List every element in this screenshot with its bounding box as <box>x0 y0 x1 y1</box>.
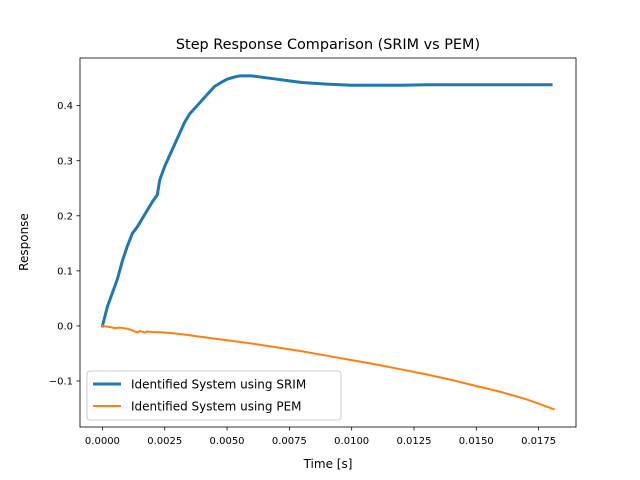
y-tick-label: 0.4 <box>57 101 73 112</box>
x-tick-label: 0.0125 <box>396 436 431 447</box>
x-tick-label: 0.0050 <box>210 436 245 447</box>
x-axis-ticks: 0.0000 0.0025 0.0050 0.0075 0.0100 0.0125 0.01… <box>85 427 556 447</box>
legend-box <box>86 370 342 421</box>
plot-background <box>80 58 576 427</box>
plot-area: 0.0000 0.0025 0.0050 0.0075 0.0100 0.0125 0.01… <box>49 57 577 447</box>
y-tick-label: 0.1 <box>57 266 73 277</box>
y-axis-label: Response <box>17 213 31 271</box>
y-tick-label: −0.1 <box>49 377 73 388</box>
x-tick-label: 0.0175 <box>521 436 556 447</box>
x-tick-label: 0.0100 <box>334 436 369 447</box>
legend: Identified System using SRIM Identified … <box>86 370 342 421</box>
y-tick-label: 0.2 <box>57 211 73 222</box>
y-axis-ticks: −0.1 0.0 0.1 0.2 0.3 0.4 <box>49 101 80 388</box>
x-tick-label: 0.0075 <box>272 436 307 447</box>
series-layer <box>100 74 555 411</box>
plot-frame <box>79 57 577 428</box>
chart-title: Step Response Comparison (SRIM vs PEM) <box>176 37 480 53</box>
y-tick-label: 0.3 <box>57 156 73 167</box>
series-line-pem <box>101 324 555 411</box>
y-tick-label: 0.0 <box>57 322 73 333</box>
series-line-srim <box>100 74 553 328</box>
x-tick-label: 0.0150 <box>459 436 494 447</box>
x-tick-label: 0.0025 <box>147 436 182 447</box>
legend-label-srim: Identified System using SRIM <box>131 378 306 392</box>
x-tick-label: 0.0000 <box>85 436 120 447</box>
x-axis-label: Time [s] <box>303 457 353 471</box>
legend-label-pem: Identified System using PEM <box>131 400 302 414</box>
